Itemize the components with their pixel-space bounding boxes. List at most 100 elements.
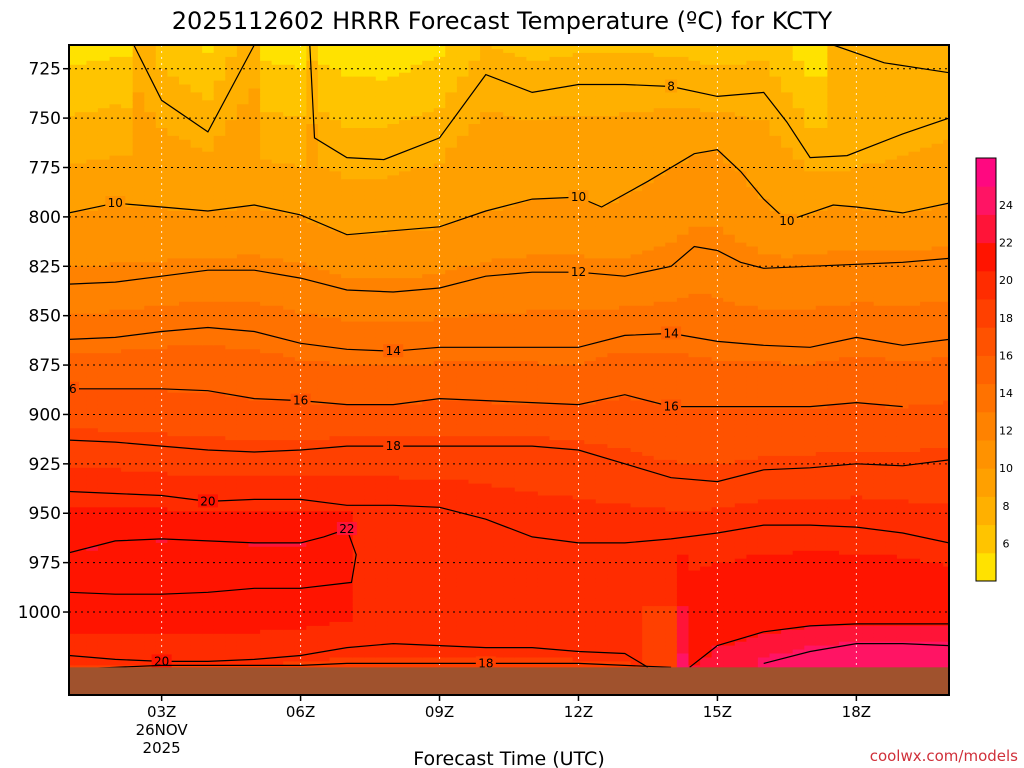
temperature-cell: [121, 527, 134, 532]
temperature-cell: [260, 633, 273, 639]
temperature-cell: [329, 88, 342, 94]
temperature-cell: [248, 436, 261, 441]
temperature-cell: [260, 495, 273, 501]
temperature-cell: [225, 92, 238, 97]
temperature-cell: [190, 523, 203, 528]
temperature-cell: [167, 203, 180, 208]
temperature-cell: [248, 286, 261, 291]
temperature-cell: [306, 68, 319, 74]
temperature-cell: [294, 629, 307, 635]
temperature-cell: [352, 621, 365, 627]
temperature-cell: [144, 199, 157, 204]
temperature-cell: [248, 49, 261, 54]
temperature-cell: [202, 254, 215, 259]
temperature-cell: [260, 384, 273, 390]
temperature-cell: [179, 578, 192, 583]
temperature-cell: [109, 222, 122, 228]
temperature-cell: [341, 286, 354, 291]
temperature-cell: [213, 463, 226, 469]
temperature-cell: [225, 452, 238, 457]
temperature-cell: [86, 479, 99, 485]
temperature-cell: [329, 373, 342, 378]
temperature-cell: [341, 408, 354, 414]
temperature-cell: [375, 120, 388, 125]
temperature-cell: [306, 155, 319, 161]
temperature-cell: [399, 49, 412, 54]
temperature-cell: [248, 542, 261, 548]
temperature-cell: [179, 278, 192, 283]
temperature-cell: [179, 610, 192, 615]
temperature-cell: [248, 546, 261, 552]
temperature-cell: [132, 617, 145, 623]
temperature-cell: [155, 64, 168, 70]
temperature-cell: [121, 167, 134, 173]
temperature-cell: [109, 309, 122, 315]
temperature-cell: [271, 610, 284, 615]
temperature-cell: [294, 408, 307, 414]
temperature-cell: [225, 290, 238, 295]
temperature-cell: [341, 345, 354, 350]
temperature-cell: [329, 376, 342, 382]
temperature-cell: [260, 159, 273, 165]
temperature-cell: [179, 60, 192, 66]
temperature-cell: [155, 574, 168, 580]
temperature-cell: [341, 357, 354, 362]
temperature-cell: [121, 297, 134, 303]
temperature-cell: [387, 139, 400, 145]
temperature-cell: [317, 226, 331, 232]
temperature-cell: [341, 92, 354, 97]
temperature-cell: [132, 586, 145, 591]
temperature-cell: [179, 171, 192, 176]
temperature-cell: [179, 179, 192, 184]
temperature-cell: [167, 353, 180, 358]
temperature-cell: [387, 297, 400, 303]
temperature-cell: [306, 562, 319, 568]
temperature-cell: [306, 535, 319, 540]
temperature-cell: [132, 128, 145, 133]
temperature-cell: [167, 365, 180, 370]
temperature-cell: [74, 376, 87, 382]
temperature-cell: [109, 100, 122, 105]
temperature-cell: [260, 440, 273, 445]
temperature-cell: [317, 531, 331, 536]
temperature-cell: [352, 653, 365, 659]
temperature-cell: [132, 325, 145, 331]
temperature-cell: [306, 183, 319, 188]
temperature-cell: [364, 167, 377, 173]
temperature-cell: [410, 207, 423, 212]
temperature-cell: [121, 270, 134, 275]
temperature-cell: [306, 408, 319, 414]
temperature-cell: [410, 183, 423, 188]
temperature-cell: [329, 483, 342, 489]
temperature-cell: [97, 199, 111, 204]
temperature-cell: [260, 203, 273, 208]
temperature-cell: [271, 463, 284, 469]
temperature-cell: [399, 218, 412, 224]
temperature-cell: [329, 329, 342, 335]
temperature-cell: [144, 499, 157, 504]
temperature-cell: [271, 52, 284, 58]
temperature-cell: [248, 574, 261, 580]
temperature-cell: [271, 179, 284, 184]
temperature-cell: [167, 124, 180, 129]
temperature-cell: [97, 380, 111, 386]
temperature-cell: [190, 400, 203, 406]
temperature-cell: [190, 617, 203, 623]
temperature-cell: [317, 621, 331, 627]
temperature-cell: [109, 254, 122, 259]
temperature-cell: [144, 365, 157, 370]
temperature-cell: [202, 420, 215, 425]
temperature-cell: [179, 104, 192, 109]
temperature-cell: [69, 88, 76, 94]
temperature-cell: [329, 349, 342, 354]
temperature-cell: [352, 325, 365, 331]
temperature-cell: [236, 286, 250, 291]
temperature-cell: [364, 483, 377, 489]
temperature-cell: [283, 527, 296, 532]
temperature-cell: [144, 610, 157, 615]
temperature-cell: [144, 214, 157, 220]
temperature-cell: [260, 128, 273, 133]
temperature-cell: [399, 293, 412, 299]
temperature-cell: [399, 542, 412, 548]
temperature-cell: [132, 120, 145, 125]
